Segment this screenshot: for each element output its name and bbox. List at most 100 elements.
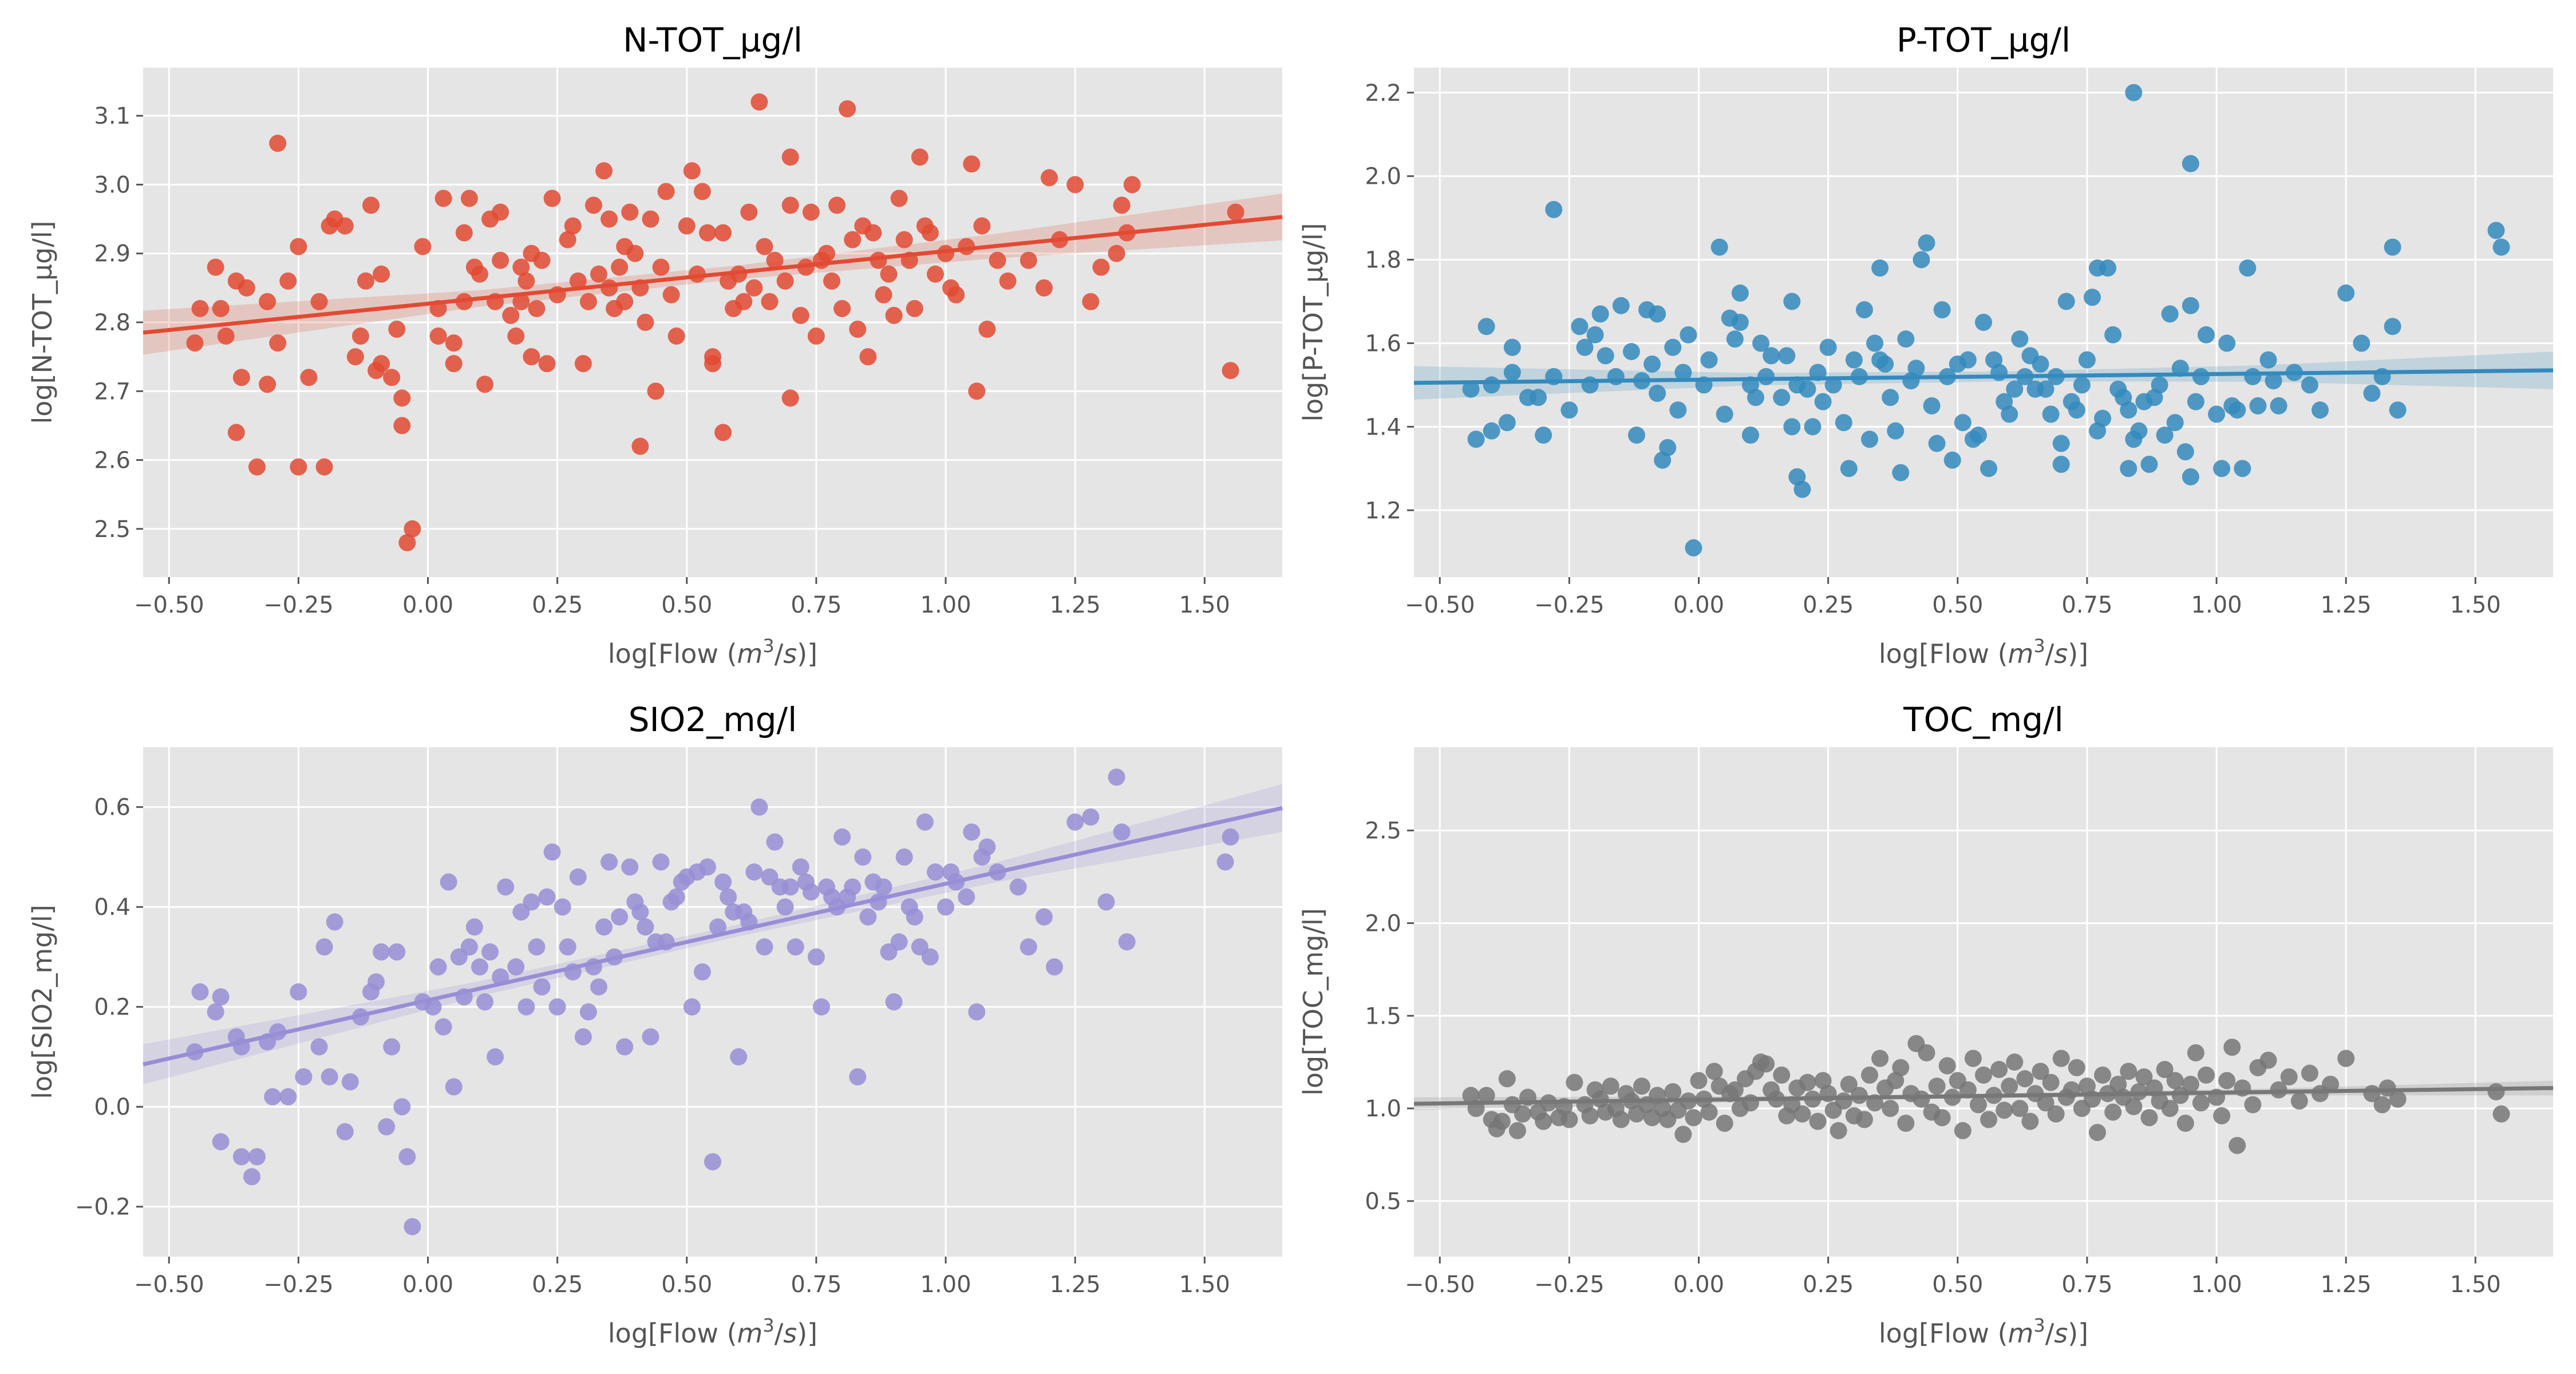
data-point — [404, 520, 421, 538]
data-point — [1664, 1083, 1682, 1100]
data-point — [2301, 1064, 2318, 1082]
data-point — [766, 833, 784, 851]
data-point — [1918, 234, 1935, 252]
data-point — [2001, 405, 2018, 423]
data-point — [1467, 431, 1485, 448]
data-point — [1716, 1114, 1733, 1132]
data-point — [512, 258, 530, 276]
regression-line — [143, 806, 1283, 1067]
data-point — [191, 983, 209, 1001]
data-point — [781, 878, 799, 896]
data-point — [595, 918, 613, 936]
data-point — [259, 376, 276, 393]
data-point — [916, 813, 934, 831]
data-point — [792, 306, 809, 324]
data-point — [445, 355, 463, 373]
data-point — [833, 828, 851, 846]
data-point — [1483, 376, 1500, 394]
data-point — [1462, 380, 1480, 398]
data-point — [212, 988, 230, 1006]
data-point — [1855, 301, 1873, 319]
data-point — [839, 100, 856, 118]
data-point — [2161, 305, 2179, 323]
data-point — [2337, 1049, 2355, 1067]
data-point — [2052, 456, 2070, 473]
data-point — [2259, 1051, 2277, 1069]
data-point — [1861, 1066, 1878, 1084]
data-point — [1887, 422, 1905, 440]
x-tick-label: 0.25 — [1803, 1272, 1854, 1298]
data-point — [637, 918, 654, 936]
data-point — [1700, 351, 1718, 369]
data-point — [906, 908, 923, 926]
data-point — [642, 210, 659, 228]
data-point — [326, 913, 343, 931]
data-point — [921, 224, 939, 242]
data-point — [812, 998, 830, 1016]
data-point — [1830, 1122, 1847, 1139]
panel-p-tot: −0.50 −0.25 0.00 0.25 0.50 0.75 1.00 1.25 1.50 1.… — [1298, 21, 2554, 669]
data-point — [445, 334, 463, 352]
data-point — [2487, 222, 2505, 239]
y-axis-label: log[SIO2_mg/l] — [27, 905, 58, 1099]
data-point — [1907, 360, 1925, 377]
data-point — [1508, 1122, 1526, 1139]
data-point — [2161, 1100, 2179, 1118]
data-point — [1835, 414, 1852, 432]
data-point — [1113, 823, 1131, 841]
data-point — [1680, 326, 1697, 344]
data-point — [2125, 1097, 2143, 1115]
data-point — [621, 203, 639, 221]
data-point — [346, 348, 364, 366]
data-point — [378, 1118, 396, 1136]
data-point — [844, 878, 862, 896]
y-tick-label: 2.5 — [94, 516, 131, 543]
y-tick-label: 0.6 — [94, 795, 131, 821]
data-point — [823, 272, 841, 290]
data-point — [2037, 380, 2055, 398]
data-point — [720, 888, 737, 906]
data-point — [2078, 1077, 2096, 1095]
data-point — [730, 1048, 748, 1065]
y-tick-label: 2.5 — [1365, 818, 1401, 844]
data-point — [1498, 1070, 1516, 1088]
x-tick-label: 1.50 — [1179, 592, 1230, 618]
data-point — [1535, 1112, 1552, 1130]
panel-title: TOC_mg/l — [1903, 700, 2064, 739]
data-point — [341, 1073, 359, 1091]
plot-area: −0.50 −0.25 0.00 0.25 0.50 0.75 1.00 1.25 1.50 0.… — [1365, 747, 2554, 1298]
data-point — [1216, 853, 1234, 871]
data-point — [1035, 908, 1053, 926]
y-tick-label: 0.5 — [1365, 1189, 1401, 1215]
data-point — [290, 458, 307, 476]
data-point — [1092, 258, 1110, 276]
data-point — [2135, 1068, 2153, 1086]
data-point — [543, 189, 561, 207]
data-point — [926, 863, 944, 881]
data-point — [528, 938, 546, 956]
data-point — [2384, 238, 2401, 256]
data-point — [1123, 176, 1141, 194]
data-point — [2213, 460, 2231, 477]
data-point — [492, 251, 509, 269]
data-point — [1996, 1101, 2013, 1119]
data-point — [310, 1038, 328, 1056]
data-point — [1581, 1107, 1599, 1125]
data-point — [657, 183, 675, 200]
data-point — [631, 903, 649, 921]
data-point — [864, 224, 882, 242]
data-point — [373, 355, 390, 373]
data-point — [424, 998, 442, 1016]
y-tick-label: 2.2 — [1365, 80, 1401, 106]
data-point — [714, 424, 732, 441]
data-point — [859, 348, 877, 366]
data-point — [1622, 343, 1640, 361]
data-point — [2265, 372, 2282, 390]
data-point — [2218, 1072, 2236, 1089]
data-point — [1097, 893, 1115, 911]
data-point — [2140, 456, 2158, 473]
data-point — [1757, 1055, 1775, 1073]
data-point — [662, 286, 680, 303]
data-point — [1649, 385, 1666, 402]
x-tick-label: 0.75 — [791, 592, 841, 618]
